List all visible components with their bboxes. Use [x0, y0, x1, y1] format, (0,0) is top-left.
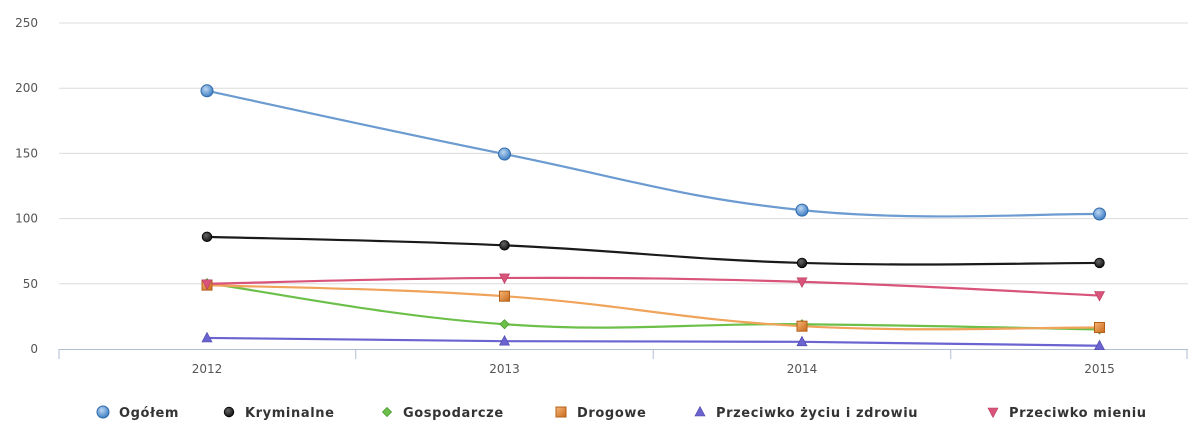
legend-label: Drogowe — [577, 406, 646, 421]
legend-item-kryminalne[interactable]: Kryminalne — [223, 406, 335, 421]
legend-label: Kryminalne — [245, 406, 335, 421]
legend: Ogółem Kryminalne Gospodarcze Drogowe Przeci… — [96, 405, 1147, 421]
y-tick-label: 250 — [15, 16, 38, 30]
data-point-przeciwko-zyciu-i-zdrowiu[interactable] — [1094, 339, 1105, 351]
legend-label: Przeciwko mieniu — [1009, 406, 1147, 421]
data-point-gospodarcze[interactable] — [499, 319, 510, 330]
data-point-ogolem[interactable] — [795, 203, 809, 217]
series-markers — [200, 84, 1106, 351]
legend-marker-gospodarcze[interactable] — [381, 406, 393, 418]
data-point-drogowe[interactable] — [1094, 321, 1105, 333]
legend-label: Ogółem — [119, 406, 179, 421]
data-point-przeciwko-zyciu-i-zdrowiu[interactable] — [796, 335, 808, 347]
legend-label: Przeciwko życiu i zdrowiu — [716, 406, 918, 421]
legend-item-przeciwko-zyciu-i-zdrowiu[interactable]: Przeciwko życiu i zdrowiu — [694, 405, 918, 421]
series-line-przeciwko-mieniu[interactable] — [205, 276, 1101, 297]
axes: 0 50 100 150 200 250 2012 2013 2014 2015 — [15, 16, 1188, 376]
x-tick-label: 2015 — [1084, 362, 1115, 376]
x-tick-label: 2013 — [489, 362, 520, 376]
data-point-ogolem[interactable] — [1093, 207, 1106, 221]
data-point-kryminalne[interactable] — [1094, 257, 1105, 269]
legend-marker-przeciwko-zyciu-i-zdrowiu[interactable] — [694, 405, 706, 417]
legend-label: Gospodarcze — [403, 406, 504, 421]
y-tick-label: 150 — [15, 146, 38, 160]
legend-item-gospodarcze[interactable]: Gospodarcze — [381, 406, 504, 421]
series-lines — [205, 89, 1101, 347]
series-line-przeciwko-zyciu-i-zdrowiu[interactable] — [205, 336, 1101, 347]
y-tick-label: 100 — [15, 212, 38, 226]
data-point-ogolem[interactable] — [200, 84, 214, 98]
x-tick-label: 2012 — [192, 362, 223, 376]
data-point-drogowe[interactable] — [499, 290, 510, 302]
data-point-kryminalne[interactable] — [201, 231, 213, 243]
legend-item-drogowe[interactable]: Drogowe — [555, 406, 646, 421]
data-point-przeciwko-mieniu[interactable] — [201, 279, 213, 290]
series-line-kryminalne[interactable] — [205, 235, 1101, 266]
data-point-przeciwko-zyciu-i-zdrowiu[interactable] — [201, 331, 213, 343]
data-point-przeciwko-mieniu[interactable] — [499, 273, 510, 285]
series-line-drogowe[interactable] — [205, 284, 1101, 331]
data-point-drogowe[interactable] — [796, 320, 808, 332]
data-point-kryminalne[interactable] — [796, 257, 808, 269]
series-line-gospodarcze[interactable] — [205, 282, 1101, 331]
legend-marker-drogowe[interactable] — [555, 406, 567, 418]
y-tick-label: 0 — [30, 342, 38, 356]
legend-marker-przeciwko-mieniu[interactable] — [987, 407, 999, 419]
data-point-kryminalne[interactable] — [499, 240, 510, 251]
data-point-przeciwko-mieniu[interactable] — [796, 277, 808, 288]
legend-marker-ogolem[interactable] — [96, 405, 110, 419]
series-line-ogolem[interactable] — [205, 89, 1101, 218]
legend-item-ogolem[interactable]: Ogółem — [96, 405, 179, 421]
legend-marker-kryminalne[interactable] — [223, 406, 235, 418]
y-tick-label: 200 — [15, 81, 38, 95]
data-point-ogolem[interactable] — [498, 147, 511, 161]
x-tick-label: 2014 — [787, 362, 818, 376]
y-tick-label: 50 — [23, 277, 38, 291]
data-point-przeciwko-mieniu[interactable] — [1094, 291, 1105, 302]
grid-lines — [59, 22, 1188, 285]
data-point-przeciwko-zyciu-i-zdrowiu[interactable] — [499, 335, 510, 346]
legend-item-przeciwko-mieniu[interactable]: Przeciwko mieniu — [987, 406, 1147, 421]
